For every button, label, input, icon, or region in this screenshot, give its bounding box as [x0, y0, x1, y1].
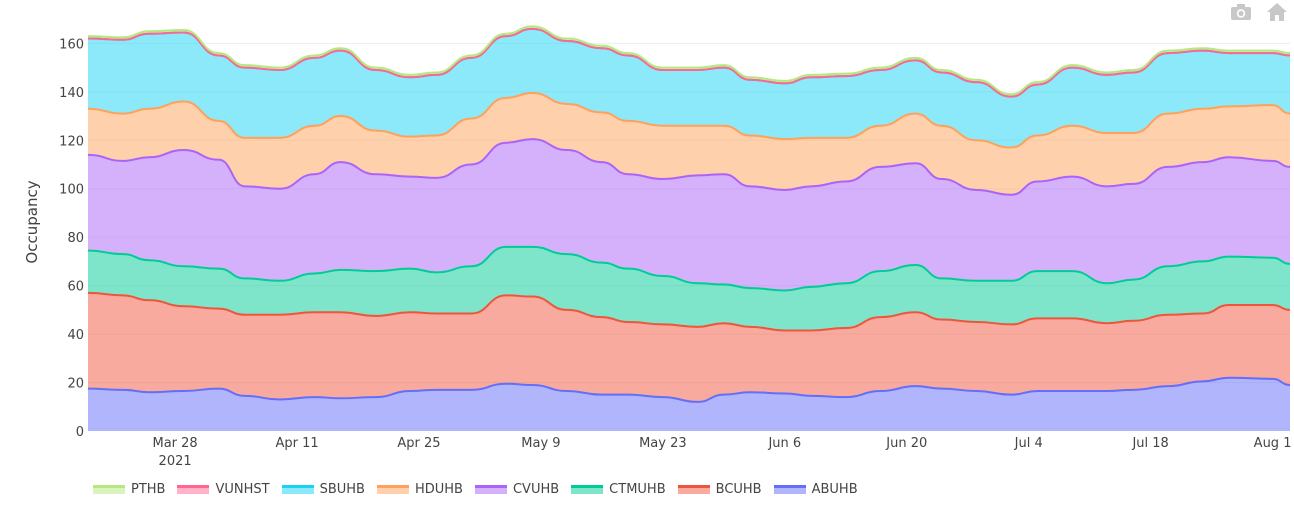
series-lines — [87, 25, 1291, 403]
x-tick-label: Jul 4 — [1014, 436, 1043, 451]
x-tick-label: May 23 — [639, 436, 687, 451]
x-tick-label: Jun 6 — [767, 436, 801, 451]
legend-label: CVUHB — [512, 482, 560, 497]
legend-label: HDUHB — [414, 482, 463, 497]
modebar — [1224, 0, 1294, 24]
legend-swatch — [376, 485, 409, 494]
y-tick-label: 0 — [76, 425, 84, 440]
y-tick-label: 140 — [59, 86, 84, 101]
legend-label: PTHB — [131, 482, 166, 497]
legend-item-bcuhb[interactable]: BCUHB — [677, 482, 762, 497]
x-tick-label: Aug 1 — [1254, 436, 1292, 451]
legend-label: CTMUHB — [609, 482, 666, 497]
y-tick-label: 120 — [59, 134, 84, 149]
y-tick-label: 20 — [67, 377, 84, 392]
legend-swatch — [773, 485, 806, 494]
x-tick-label: Mar 28 — [152, 436, 197, 451]
area-ctmuhb — [88, 246, 1290, 331]
home-icon[interactable] — [1266, 2, 1288, 22]
legend-item-abuhb[interactable]: ABUHB — [773, 482, 858, 497]
x-tick-label: Apr 11 — [275, 436, 318, 451]
legend: PTHB VUNHST SBUHB HDUHB CVUHB CTMUHB BCUHB ABUH… — [93, 482, 870, 497]
x-tick-year: 2021 — [159, 454, 192, 469]
legend-label: ABUHB — [811, 482, 858, 497]
line-abuhb — [87, 376, 1291, 403]
legend-item-hduhb[interactable]: HDUHB — [376, 482, 463, 497]
legend-label: BCUHB — [715, 482, 762, 497]
legend-swatch — [281, 485, 314, 494]
area-hduhb — [88, 93, 1290, 195]
y-tick-label: 40 — [67, 328, 84, 343]
legend-swatch — [677, 485, 710, 494]
legend-swatch — [571, 485, 604, 494]
area-abuhb — [88, 377, 1290, 431]
legend-item-pthb[interactable]: PTHB — [93, 482, 165, 497]
line-bcuhb — [87, 291, 1291, 332]
legend-swatch — [177, 485, 210, 494]
legend-item-cvuhb[interactable]: CVUHB — [474, 482, 560, 497]
x-tick-label: Jul 18 — [1131, 436, 1168, 451]
camera-icon[interactable] — [1230, 2, 1252, 22]
area-sbuhb — [88, 28, 1290, 148]
legend-item-ctmuhb[interactable]: CTMUHB — [571, 482, 666, 497]
y-axis-title: Occupancy — [23, 180, 41, 263]
legend-item-sbuhb[interactable]: SBUHB — [281, 482, 365, 497]
y-tick-label: 60 — [67, 280, 84, 295]
legend-label: SBUHB — [319, 482, 365, 497]
line-pthb — [87, 25, 1291, 96]
y-tick-label: 100 — [59, 183, 84, 198]
legend-swatch — [93, 485, 125, 494]
y-tick-label: 80 — [67, 231, 84, 246]
legend-item-vunhst[interactable]: VUNHST — [177, 482, 270, 497]
legend-label: VUNHST — [215, 482, 270, 497]
area-fills — [88, 26, 1290, 431]
x-tick-label: Jun 20 — [885, 436, 927, 451]
area-bcuhb — [88, 292, 1290, 402]
area-cvuhb — [88, 139, 1290, 291]
x-tick-label: Apr 25 — [397, 436, 440, 451]
x-tick-label: May 9 — [521, 436, 560, 451]
line-vunhst — [87, 27, 1291, 98]
line-hduhb — [87, 92, 1291, 149]
line-ctmuhb — [87, 245, 1291, 292]
legend-swatch — [474, 485, 507, 494]
y-axis-ticks: 0 20 40 60 80 100 120 140 160 — [59, 37, 84, 440]
line-cvuhb — [87, 138, 1291, 196]
x-axis-ticks: Mar 28 2021 Apr 11 Apr 25 May 9 May 23 Jun 6 Ju… — [152, 436, 1291, 469]
y-tick-label: 160 — [59, 37, 84, 52]
